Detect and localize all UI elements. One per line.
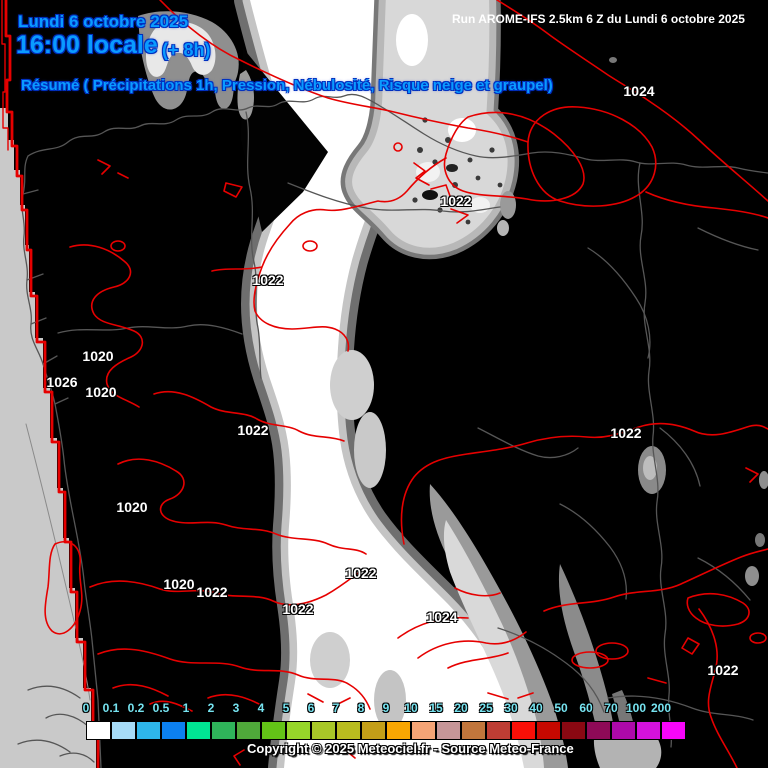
legend-tick-label: 70 xyxy=(604,701,618,715)
pressure-label: 1024 xyxy=(623,83,655,99)
legend-color-swatch xyxy=(311,721,336,740)
legend-tick-label: 100 xyxy=(625,701,647,715)
legend-tick-label: 2 xyxy=(207,701,215,715)
model-run-label: Run AROME-IFS 2.5km 6 Z du Lundi 6 octob… xyxy=(452,12,745,26)
legend-color-swatch xyxy=(386,721,411,740)
copyright-notice: Copyright © 2025 Meteociel.fr - Source M… xyxy=(247,741,574,756)
pressure-label: 1020 xyxy=(82,348,114,364)
legend-tick-label: 0.2 xyxy=(127,701,145,715)
cloud-texture-specks xyxy=(412,117,503,225)
cloud-layer xyxy=(138,0,768,768)
legend-color-swatch xyxy=(611,721,636,740)
forecast-date: Lundi 6 octobre 2025 xyxy=(18,12,189,31)
legend-tick-label: 15 xyxy=(429,701,443,715)
legend-color-swatch xyxy=(136,721,161,740)
legend-color-swatch xyxy=(86,721,111,740)
legend-tick-label: 50 xyxy=(554,701,568,715)
legend-color-swatch xyxy=(661,721,686,740)
legend-tick-label: 7 xyxy=(332,701,340,715)
legend-color-swatch xyxy=(236,721,261,740)
pressure-label: 1022 xyxy=(610,425,642,441)
legend-color-swatch xyxy=(536,721,561,740)
legend-tick-label: 3 xyxy=(232,701,240,715)
legend-tick-label: 0 xyxy=(82,701,90,715)
pressure-label: 1022 xyxy=(707,662,739,678)
pressure-label: 1020 xyxy=(116,499,148,515)
legend-color-swatch xyxy=(336,721,361,740)
legend-tick-label: 60 xyxy=(579,701,593,715)
pressure-label: 1026 xyxy=(46,374,78,390)
pressure-label: 1024 xyxy=(426,609,458,625)
forecast-hour-offset: (+ 8h) xyxy=(162,40,211,60)
legend-tick-label: 40 xyxy=(529,701,543,715)
legend-tick-label: 200 xyxy=(650,701,672,715)
legend-color-swatch xyxy=(211,721,236,740)
legend-tick-label: 9 xyxy=(382,701,390,715)
sea-area xyxy=(0,108,96,768)
pressure-label: 1022 xyxy=(440,193,472,209)
legend-color-swatch xyxy=(561,721,586,740)
legend-tick-label: 5 xyxy=(282,701,290,715)
legend-tick-label: 10 xyxy=(404,701,418,715)
legend-color-swatch xyxy=(511,721,536,740)
legend-tick-label: 4 xyxy=(257,701,265,715)
forecast-summary: Résumé ( Précipitations 1h, Pression, Né… xyxy=(21,77,553,94)
legend-color-swatch xyxy=(161,721,186,740)
legend-tick-label: 8 xyxy=(357,701,365,715)
legend-tick-label: 1 xyxy=(182,701,190,715)
pressure-label: 1022 xyxy=(237,422,269,438)
legend-color-swatch xyxy=(636,721,661,740)
pressure-label: 1020 xyxy=(85,384,117,400)
pressure-label: 1022 xyxy=(282,601,314,617)
pressure-label: 1020 xyxy=(163,576,195,592)
legend-color-swatch xyxy=(436,721,461,740)
legend-color-swatch xyxy=(186,721,211,740)
legend-tick-label: 0.1 xyxy=(102,701,120,715)
legend-color-swatch xyxy=(111,721,136,740)
pressure-label: 1022 xyxy=(345,565,377,581)
forecast-time: 16:00 locale xyxy=(16,31,158,59)
legend-tick-label: 30 xyxy=(504,701,518,715)
pressure-label: 1022 xyxy=(252,272,284,288)
legend-tick-label: 0.5 xyxy=(152,701,170,715)
legend-color-swatch xyxy=(461,721,486,740)
pressure-label: 1022 xyxy=(196,584,228,600)
legend-color-swatch xyxy=(486,721,511,740)
legend-color-swatch xyxy=(261,721,286,740)
legend-tick-label: 25 xyxy=(479,701,493,715)
legend-color-swatch xyxy=(586,721,611,740)
legend-color-swatch xyxy=(361,721,386,740)
legend-tick-label: 20 xyxy=(454,701,468,715)
legend-color-swatch xyxy=(286,721,311,740)
legend-color-swatch xyxy=(411,721,436,740)
legend-tick-label: 6 xyxy=(307,701,315,715)
